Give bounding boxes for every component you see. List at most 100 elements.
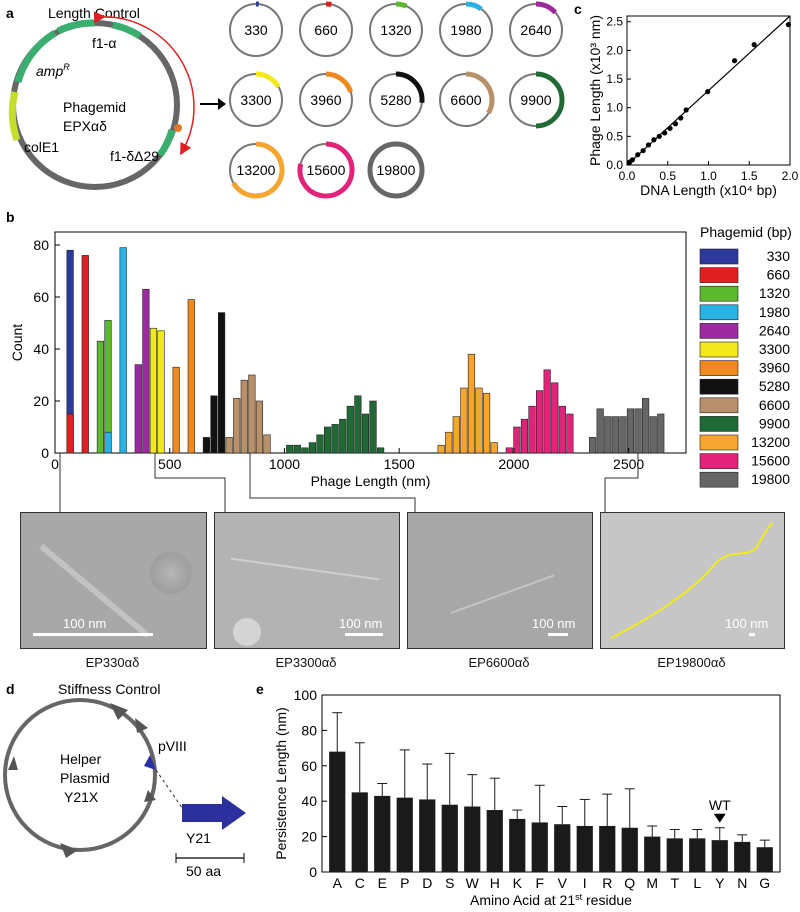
legend-label: 330	[767, 248, 791, 264]
scatter-point	[751, 42, 757, 48]
variant-label: 13200	[237, 162, 276, 178]
y-tick-label: 0	[41, 445, 49, 461]
legend-swatch	[699, 304, 739, 321]
histogram-bar	[649, 416, 657, 454]
variant-insert-arc	[465, 1, 483, 12]
category-label: V	[558, 875, 568, 891]
x-axis-label: DNA Length (x10⁴ bp)	[640, 182, 777, 198]
legend-swatch	[699, 323, 739, 339]
legend-label: 6600	[759, 397, 790, 413]
bar-A	[329, 751, 346, 872]
histogram-bar	[263, 434, 271, 454]
legend-swatch	[699, 471, 739, 488]
histogram-bar	[308, 442, 317, 454]
scatter-point	[678, 115, 684, 121]
y-axis-label: Count	[9, 324, 25, 361]
histogram-bar	[437, 444, 445, 454]
histogram-bar	[520, 418, 529, 454]
bar-D	[419, 799, 436, 872]
category-label: F	[535, 875, 544, 891]
histogram-bar	[604, 416, 612, 454]
feature-cole1: colE1	[24, 139, 59, 155]
scale-text-1: 100 nm	[63, 616, 107, 631]
scatter-point	[645, 142, 652, 148]
legend-swatch	[699, 416, 739, 432]
legend-swatch	[699, 267, 739, 283]
micrograph-ep6600: 100 nm	[407, 512, 593, 649]
legend-label: 15600	[751, 453, 790, 469]
wt-marker	[713, 813, 726, 823]
histogram-bar	[490, 442, 498, 454]
caption-ep330: EP330αδ	[85, 655, 140, 670]
histogram-bar	[589, 437, 597, 454]
pviii-marker	[144, 755, 156, 770]
category-label: M	[646, 875, 658, 891]
histogram-bar	[286, 444, 294, 454]
helper-name-1: Helper	[60, 751, 102, 767]
gene-arrow-5	[144, 790, 156, 802]
bar-Q	[621, 827, 638, 872]
helper-name-2: Plasmid	[60, 770, 110, 786]
y-axis-label: Persistence Length (nm)	[273, 707, 289, 860]
histogram-bar	[346, 405, 354, 454]
variant-insert-arc	[367, 141, 425, 199]
variant-insert-arc	[231, 141, 285, 199]
y-tick-label: 1.0	[606, 101, 623, 115]
category-label: L	[693, 875, 701, 891]
phagemid-plasmid: f1-α ampR Phagemid EPXαδ colE1 f1-δΔ29	[8, 11, 195, 190]
x-tick-label: 0.5	[659, 169, 676, 183]
bar-T	[666, 838, 683, 872]
y-tick-label: 20	[33, 393, 49, 409]
histogram-bar	[460, 387, 468, 454]
variant-insert-arc	[535, 1, 558, 15]
amp-arc-top	[112, 21, 142, 40]
variant-insert-arc	[297, 141, 355, 199]
variant-label: 3960	[310, 92, 341, 108]
histogram-bar	[611, 416, 619, 454]
histogram-bar	[66, 413, 74, 454]
bar-V	[554, 824, 571, 872]
category-label: N	[737, 875, 747, 891]
category-label: C	[355, 875, 365, 891]
histogram-bar	[172, 366, 180, 454]
legend-swatch	[699, 378, 739, 395]
x-axis-label: Phage Length (nm)	[311, 473, 431, 489]
scale-bar-2	[345, 633, 383, 636]
scale-text-3: 100 nm	[532, 616, 576, 631]
x-tick-label: 1500	[384, 456, 415, 472]
bar-W	[464, 806, 481, 872]
variant-label: 3300	[240, 92, 271, 108]
bar-N	[734, 841, 751, 872]
x-tick-label: 0	[51, 456, 59, 472]
histogram-bar	[361, 413, 370, 454]
category-label: W	[466, 875, 480, 891]
category-label: S	[445, 875, 454, 891]
panel-d-label: d	[6, 681, 15, 697]
x-tick-label: 2500	[613, 456, 644, 472]
histogram-bar	[369, 400, 377, 454]
histogram-bar	[187, 299, 195, 454]
histogram-bar	[528, 405, 536, 454]
category-label: R	[602, 875, 612, 891]
debris-particle	[233, 618, 261, 646]
legend-label: 19800	[751, 471, 790, 487]
y-tick-label: 20	[301, 829, 317, 845]
histogram-bar	[596, 408, 604, 454]
bar-L	[689, 838, 706, 872]
y-axis-label: Phage Length (x10³ nm)	[587, 15, 603, 166]
histogram-bar	[240, 379, 248, 454]
scatter-point	[629, 157, 635, 163]
variant-insert-arc	[465, 71, 495, 115]
variant-label: 1320	[380, 22, 411, 38]
category-label: G	[759, 875, 770, 891]
histogram-bar	[301, 447, 309, 454]
bar-K	[509, 818, 526, 872]
chart-b: 0 500 1000 1500 2000 2500 0 20 40 60 80 Phage Lengt…	[9, 224, 792, 489]
histogram-bar	[217, 312, 226, 454]
histogram-bar	[505, 447, 513, 454]
panel-a-label: a	[6, 5, 14, 21]
variant-label: 19800	[377, 162, 416, 178]
phage-filament	[230, 557, 380, 581]
phagemid-variants: 330 660 1320 1980 2640 3300 3960 5280 6600 9900 13…	[229, 1, 565, 199]
